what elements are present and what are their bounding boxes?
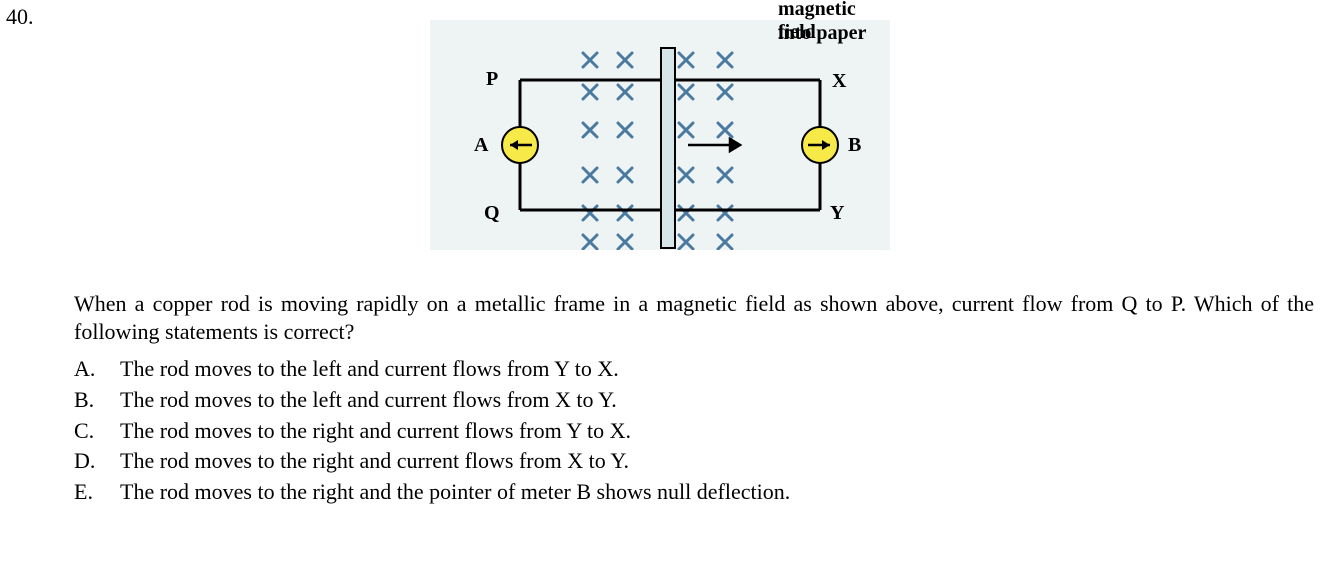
figure-panel: magnetic field into paper P Q A B X Y xyxy=(430,20,890,250)
option-text: The rod moves to the right and current f… xyxy=(120,416,631,447)
question-stem: When a copper rod is moving rapidly on a… xyxy=(74,290,1314,345)
option-letter: A. xyxy=(74,354,102,385)
label-b: B xyxy=(848,134,861,157)
meter-b xyxy=(802,127,838,163)
copper-rod xyxy=(661,48,675,248)
label-x: X xyxy=(832,70,846,93)
caption-line-2: into paper xyxy=(778,22,866,45)
page: 40. xyxy=(0,0,1329,573)
option-c: C. The rod moves to the right and curren… xyxy=(74,416,1314,447)
option-text: The rod moves to the left and current fl… xyxy=(120,385,617,416)
option-text: The rod moves to the left and current fl… xyxy=(120,354,619,385)
option-text: The rod moves to the right and the point… xyxy=(120,477,790,508)
meter-a xyxy=(502,127,538,163)
question-number: 40. xyxy=(6,4,34,30)
option-letter: C. xyxy=(74,416,102,447)
option-e: E. The rod moves to the right and the po… xyxy=(74,477,1314,508)
option-text: The rod moves to the right and current f… xyxy=(120,446,629,477)
label-a: A xyxy=(474,134,488,157)
label-q: Q xyxy=(484,202,500,225)
field-crosses xyxy=(583,53,732,249)
option-letter: D. xyxy=(74,446,102,477)
option-letter: E. xyxy=(74,477,102,508)
option-a: A. The rod moves to the left and current… xyxy=(74,354,1314,385)
option-d: D. The rod moves to the right and curren… xyxy=(74,446,1314,477)
label-p: P xyxy=(486,68,498,91)
options-list: A. The rod moves to the left and current… xyxy=(74,354,1314,508)
motion-arrow xyxy=(688,139,740,151)
option-b: B. The rod moves to the left and current… xyxy=(74,385,1314,416)
option-letter: B. xyxy=(74,385,102,416)
label-y: Y xyxy=(830,202,844,225)
